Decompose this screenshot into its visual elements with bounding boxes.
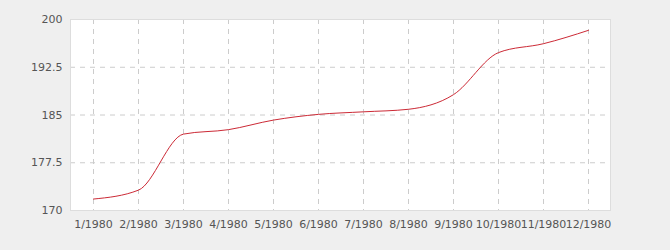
- svg-text:200: 200: [42, 13, 63, 26]
- svg-text:9/1980: 9/1980: [434, 218, 473, 231]
- svg-text:10/1980: 10/1980: [476, 218, 522, 231]
- svg-text:8/1980: 8/1980: [389, 218, 428, 231]
- svg-text:6/1980: 6/1980: [299, 218, 338, 231]
- svg-text:5/1980: 5/1980: [254, 218, 293, 231]
- svg-text:192.5: 192.5: [31, 61, 63, 74]
- svg-text:185: 185: [42, 109, 63, 122]
- svg-text:2/1980: 2/1980: [119, 218, 158, 231]
- svg-text:177.5: 177.5: [31, 156, 63, 169]
- svg-text:7/1980: 7/1980: [344, 218, 383, 231]
- svg-text:4/1980: 4/1980: [209, 218, 248, 231]
- svg-text:3/1980: 3/1980: [164, 218, 203, 231]
- svg-text:11/1980: 11/1980: [521, 218, 567, 231]
- svg-text:170: 170: [42, 204, 63, 217]
- svg-text:1/1980: 1/1980: [74, 218, 113, 231]
- svg-text:12/1980: 12/1980: [566, 218, 612, 231]
